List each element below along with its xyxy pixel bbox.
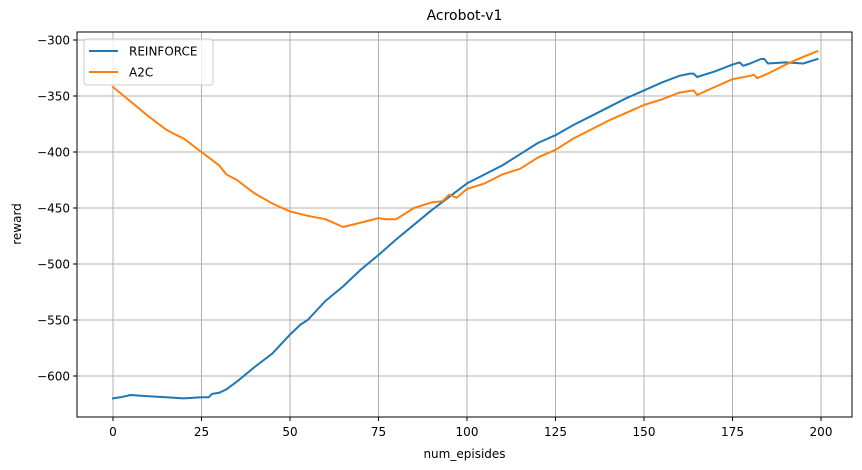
y-tick-label: −350 bbox=[37, 90, 70, 104]
legend-label-reinforce: REINFORCE bbox=[129, 45, 197, 59]
x-axis-label: num_episides bbox=[423, 447, 505, 461]
y-tick-label: −300 bbox=[37, 34, 70, 48]
x-tick-label: 150 bbox=[633, 425, 656, 439]
series-lines bbox=[111, 49, 819, 400]
y-tick-label: −450 bbox=[37, 202, 70, 216]
y-axis-ticks: −300 −350 −400 −450 −500 −550 −600 bbox=[37, 34, 77, 384]
series-line-reinforce bbox=[111, 57, 819, 400]
axes-frame bbox=[76, 31, 853, 418]
series-line-a2c bbox=[111, 49, 819, 228]
y-tick-label: −400 bbox=[37, 146, 70, 160]
legend: REINFORCE A2C bbox=[83, 38, 214, 86]
x-tick-label: 175 bbox=[721, 425, 744, 439]
x-tick-label: 75 bbox=[371, 425, 386, 439]
y-tick-label: −600 bbox=[37, 370, 70, 384]
plot-area bbox=[77, 32, 852, 417]
chart-title: Acrobot-v1 bbox=[427, 8, 503, 24]
x-tick-label: 50 bbox=[282, 425, 297, 439]
y-tick-label: −550 bbox=[37, 314, 70, 328]
y-axis-label: reward bbox=[10, 203, 24, 245]
x-tick-label: 200 bbox=[810, 425, 833, 439]
y-tick-label: −500 bbox=[37, 258, 70, 272]
x-tick-label: 25 bbox=[194, 425, 209, 439]
x-tick-label: 100 bbox=[456, 425, 479, 439]
x-tick-label: 125 bbox=[544, 425, 567, 439]
x-axis-ticks: 0 25 50 75 100 125 150 175 200 bbox=[109, 417, 832, 439]
grid-lines bbox=[77, 32, 852, 417]
x-tick-label: 0 bbox=[109, 425, 117, 439]
legend-label-a2c: A2C bbox=[129, 66, 153, 80]
